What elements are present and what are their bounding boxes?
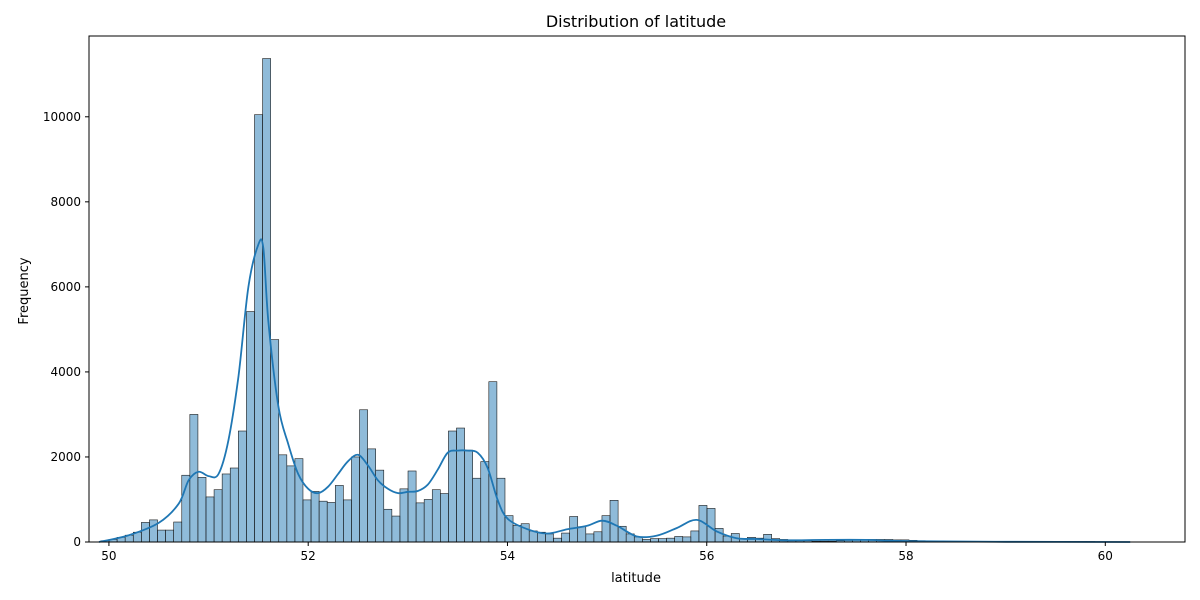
y-tick-label: 10000 xyxy=(43,110,81,124)
histogram-bar xyxy=(650,538,659,543)
histogram-bar xyxy=(690,530,700,543)
histogram-bar xyxy=(367,448,376,543)
histogram-bar xyxy=(197,477,207,543)
kde-curve-group xyxy=(98,238,1131,543)
histogram-bar xyxy=(334,485,344,543)
histogram-bar xyxy=(318,500,328,543)
histogram-bar xyxy=(666,537,675,543)
histogram-bar xyxy=(488,381,498,543)
plot-frame xyxy=(88,35,1186,543)
histogram-bar xyxy=(383,508,393,543)
histogram-bar xyxy=(561,532,570,543)
x-tick-label: 58 xyxy=(898,549,913,563)
histogram-bar xyxy=(173,521,183,543)
histogram-bar xyxy=(553,537,562,543)
histogram-bar xyxy=(165,529,174,543)
y-tick-label: 6000 xyxy=(50,280,81,294)
histogram-bar xyxy=(278,454,288,543)
histogram-bar xyxy=(456,427,465,543)
histogram-bar xyxy=(229,467,239,543)
histogram-bar xyxy=(213,489,223,543)
histogram-bar xyxy=(157,529,166,543)
histogram-bar xyxy=(351,456,360,543)
histogram-bar xyxy=(238,430,247,543)
histogram-bar xyxy=(149,519,158,543)
x-tick-label: 56 xyxy=(699,549,714,563)
x-tick-label: 54 xyxy=(500,549,515,563)
histogram-bar xyxy=(601,515,611,543)
histogram-bar xyxy=(415,502,425,543)
x-tick-label: 50 xyxy=(101,549,116,563)
y-tick-label: 4000 xyxy=(50,365,81,379)
histogram-bar xyxy=(254,114,263,543)
chart-title: Distribution of latitude xyxy=(546,12,726,31)
histogram-bar xyxy=(448,430,457,543)
y-tick-label: 2000 xyxy=(50,450,81,464)
y-tick-label: 0 xyxy=(73,535,81,549)
histogram-bar xyxy=(577,526,587,543)
histogram-bar xyxy=(431,489,441,543)
histogram-bar xyxy=(682,536,692,543)
histogram-bar xyxy=(141,522,150,543)
histogram-bar xyxy=(423,499,433,543)
kde-curve xyxy=(98,238,1131,543)
histogram-bar xyxy=(440,493,449,543)
x-axis-label: latitude xyxy=(611,571,661,586)
histogram-bar xyxy=(310,491,320,543)
histogram-bar xyxy=(326,502,336,543)
histogram-bar xyxy=(375,469,385,543)
histogram-bar xyxy=(205,496,215,543)
histogram-bar xyxy=(302,499,312,543)
y-axis-ticks: 0 2000 4000 6000 8000 10000 xyxy=(43,110,89,549)
histogram-bar xyxy=(545,533,554,543)
histogram-bar xyxy=(359,409,368,543)
y-axis-label: Frequency xyxy=(17,257,32,324)
histogram-bar xyxy=(391,515,401,543)
histogram-bar xyxy=(270,339,280,543)
histogram-bar xyxy=(585,533,595,543)
histogram-bar xyxy=(674,536,684,543)
histogram-bar xyxy=(609,500,619,543)
histogram-bar xyxy=(286,465,296,543)
histogram-bar xyxy=(407,470,417,543)
histogram-bar xyxy=(480,461,490,543)
histogram-bar xyxy=(472,477,482,543)
x-tick-label: 52 xyxy=(301,549,316,563)
y-tick-label: 8000 xyxy=(50,195,81,209)
histogram-bar xyxy=(512,525,522,543)
histogram-bar xyxy=(221,473,231,543)
histogram-bar xyxy=(658,538,667,543)
histogram-bar xyxy=(464,449,473,543)
histogram-bar xyxy=(246,311,255,543)
histogram-bar xyxy=(343,499,352,543)
histogram-bar xyxy=(763,534,772,543)
x-axis-ticks: 50 52 54 56 58 60 xyxy=(101,542,1113,563)
histogram-bar xyxy=(399,488,409,543)
histogram-bar xyxy=(593,531,603,543)
histogram-bars xyxy=(100,58,1096,543)
x-tick-label: 60 xyxy=(1098,549,1113,563)
